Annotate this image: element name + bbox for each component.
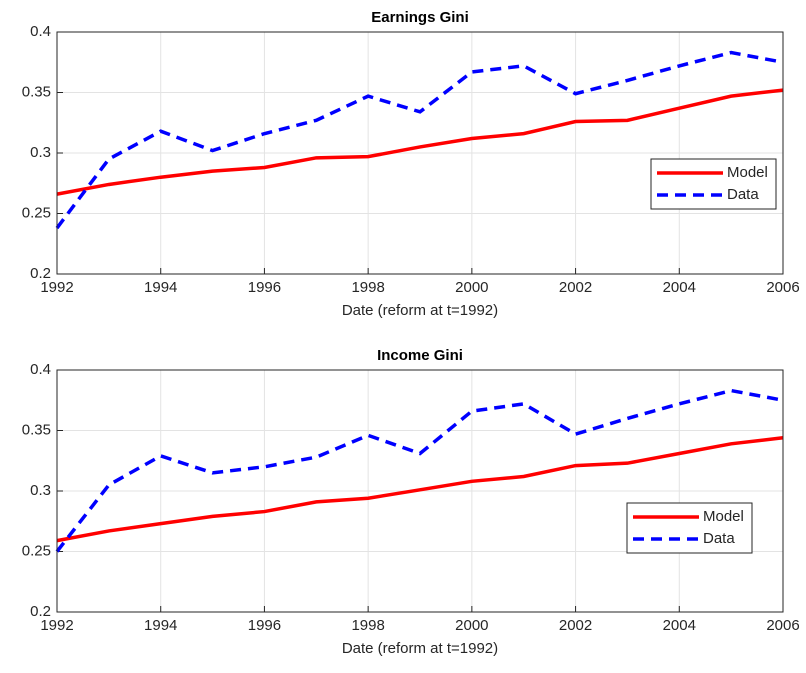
x-tick-label: 1996 [248,279,281,296]
y-tick-label: 0.25 [22,204,51,221]
x-tick-label: 1998 [351,617,384,634]
legend-label: Model [703,508,744,525]
data-line [56,436,784,543]
y-tick-label: 0.35 [22,83,51,100]
chart-title: Income Gini [377,347,463,364]
x-tick-label: 1996 [248,617,281,634]
legend-box [626,502,753,554]
x-tick-label: 1998 [351,279,384,296]
legend-label: Data [727,186,759,203]
axes-box [56,369,784,613]
data-line [55,388,784,553]
legend-label: Data [703,530,735,547]
legend-box [650,158,777,210]
x-tick-label: 2002 [559,617,592,634]
x-axis-label: Date (reform at t=1992) [342,302,498,319]
x-tick-label: 2004 [663,279,696,296]
x-tick-label: 2004 [663,617,696,634]
y-tick-label: 0.2 [30,603,51,620]
y-tick-label: 0.35 [22,421,51,438]
x-tick-label: 2000 [455,279,488,296]
y-tick-label: 0.3 [30,144,51,161]
x-tick-label: 2006 [766,279,799,296]
legend-label: Model [727,164,768,181]
x-tick-label: 1992 [40,617,73,634]
y-tick-label: 0.3 [30,482,51,499]
x-tick-label: 2002 [559,279,592,296]
x-tick-label: 2000 [455,617,488,634]
axes-box [56,31,784,275]
x-axis-label: Date (reform at t=1992) [342,640,498,657]
data-line [56,88,784,196]
y-tick-label: 0.4 [30,23,51,40]
chart-title: Earnings Gini [371,9,469,26]
y-tick-label: 0.2 [30,265,51,282]
y-tick-label: 0.25 [22,542,51,559]
data-line [55,50,784,230]
x-tick-label: 1992 [40,279,73,296]
x-tick-label: 1994 [144,617,177,634]
x-tick-label: 1994 [144,279,177,296]
y-tick-label: 0.4 [30,361,51,378]
x-tick-label: 2006 [766,617,799,634]
